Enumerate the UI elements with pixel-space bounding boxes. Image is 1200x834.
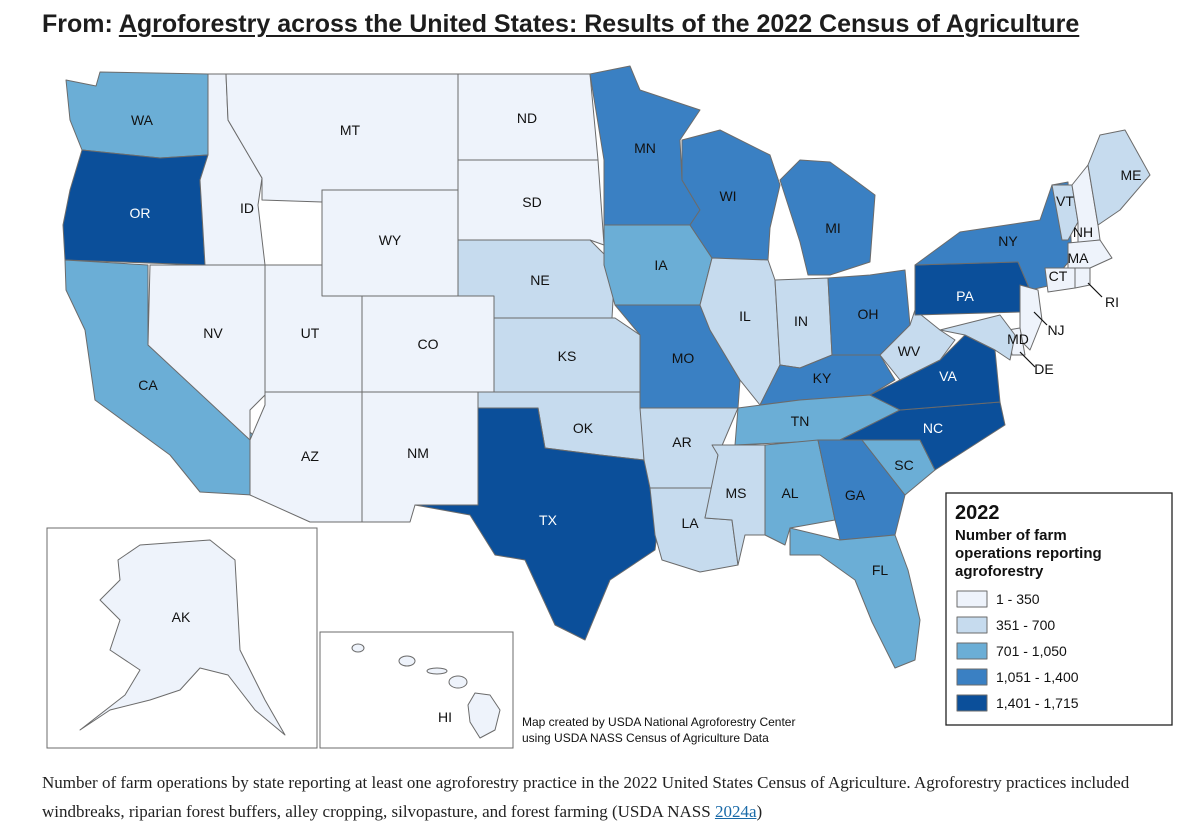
state-CA[interactable]	[64, 259, 266, 496]
alaska-inset: AK	[46, 527, 318, 749]
label-NV: NV	[203, 325, 223, 341]
state-MA[interactable]	[1067, 239, 1113, 269]
state-RI[interactable]	[1074, 267, 1091, 289]
label-IL: IL	[739, 308, 751, 324]
conus-states	[62, 65, 1151, 669]
label-WA: WA	[131, 112, 154, 128]
legend-subtitle-line-2: operations reporting	[955, 545, 1102, 562]
label-ME: ME	[1121, 167, 1142, 183]
label-TX: TX	[539, 512, 558, 528]
figure-heading: From: Agroforestry across the United Sta…	[42, 10, 1079, 39]
state-labels: WA OR CA ID NV MT WY UT CO AZ NM ND SD N…	[130, 110, 1142, 578]
label-NJ: NJ	[1047, 322, 1064, 338]
heading-prefix: From:	[42, 10, 119, 38]
legend-subtitle-line-3: agroforestry	[955, 563, 1044, 580]
label-MD: MD	[1007, 331, 1029, 347]
label-IN: IN	[794, 313, 808, 329]
label-CA: CA	[138, 377, 158, 393]
hawaii-inset: HI	[319, 631, 514, 749]
legend-frame	[945, 492, 1173, 726]
legend-item-3: 701 - 1,050	[996, 643, 1067, 659]
label-NM: NM	[407, 445, 429, 461]
legend: 2022 Number of farm operations reporting…	[945, 492, 1173, 726]
state-AK[interactable]	[79, 539, 286, 736]
label-RI: RI	[1105, 294, 1119, 310]
state-TX[interactable]	[414, 407, 661, 641]
label-PA: PA	[956, 288, 974, 304]
label-UT: UT	[301, 325, 320, 341]
caption-text: Number of farm operations by state repor…	[42, 773, 1130, 821]
label-MI: MI	[825, 220, 841, 236]
label-GA: GA	[845, 487, 866, 503]
credit-line-1: Map created by USDA National Agroforestr…	[522, 715, 795, 729]
legend-item-5: 1,401 - 1,715	[996, 695, 1079, 711]
article-title-link[interactable]: Agroforestry across the United States: R…	[118, 10, 1080, 38]
leader-lines	[1019, 282, 1103, 368]
legend-subtitle-line-1: Number of farm	[955, 527, 1067, 544]
legend-swatch-5	[956, 694, 988, 712]
label-FL: FL	[872, 562, 889, 578]
label-VT: VT	[1056, 193, 1074, 209]
label-DE: DE	[1034, 361, 1053, 377]
label-WV: WV	[898, 343, 921, 359]
label-HI: HI	[438, 709, 452, 725]
label-LA: LA	[681, 515, 699, 531]
hi-island-maui[interactable]	[448, 675, 468, 689]
label-MO: MO	[672, 350, 695, 366]
legend-swatch-2	[956, 616, 988, 634]
label-MS: MS	[726, 485, 747, 501]
legend-year: 2022	[955, 502, 1000, 524]
credit-line-2: using USDA NASS Census of Agriculture Da…	[522, 731, 769, 745]
label-ND: ND	[517, 110, 537, 126]
label-ID: ID	[240, 200, 254, 216]
label-KY: KY	[813, 370, 832, 386]
state-SD[interactable]	[457, 159, 605, 246]
label-WY: WY	[379, 232, 402, 248]
label-KS: KS	[558, 348, 577, 364]
caption-suffix: )	[756, 802, 763, 821]
label-AK: AK	[172, 609, 191, 625]
label-AL: AL	[781, 485, 798, 501]
label-NH: NH	[1073, 224, 1093, 240]
legend-swatch-4	[956, 668, 988, 686]
state-MD[interactable]	[939, 314, 1016, 361]
legend-swatch-3	[956, 642, 988, 660]
label-OR: OR	[130, 205, 151, 221]
hi-island-oahu[interactable]	[398, 655, 416, 667]
state-ME[interactable]	[1087, 129, 1151, 226]
label-SC: SC	[894, 457, 913, 473]
legend-swatch-1	[956, 590, 988, 608]
label-MN: MN	[634, 140, 656, 156]
state-FL[interactable]	[789, 527, 921, 669]
label-MA: MA	[1068, 250, 1090, 266]
label-AR: AR	[672, 434, 691, 450]
label-OK: OK	[573, 420, 594, 436]
state-VT[interactable]	[1051, 184, 1079, 241]
figure-caption: Number of farm operations by state repor…	[42, 768, 1172, 826]
label-VA: VA	[939, 368, 957, 384]
label-OH: OH	[858, 306, 879, 322]
choropleth-map: WA OR CA ID NV MT WY UT CO AZ NM ND SD N…	[46, 65, 1173, 749]
label-CO: CO	[418, 336, 439, 352]
citation-link[interactable]: 2024a	[714, 802, 757, 821]
label-NE: NE	[530, 272, 549, 288]
label-CT: CT	[1049, 268, 1068, 284]
state-WV[interactable]	[879, 309, 956, 381]
legend-item-4: 1,051 - 1,400	[996, 669, 1079, 685]
map-credit: Map created by USDA National Agroforestr…	[522, 715, 795, 745]
label-AZ: AZ	[301, 448, 319, 464]
label-NY: NY	[998, 233, 1018, 249]
label-NC: NC	[923, 420, 943, 436]
label-IA: IA	[654, 257, 668, 273]
state-HI[interactable]	[467, 692, 501, 739]
label-WI: WI	[719, 188, 736, 204]
label-SD: SD	[522, 194, 541, 210]
hi-island-kauai[interactable]	[351, 643, 365, 653]
state-MI[interactable]	[779, 159, 876, 276]
label-MT: MT	[340, 122, 361, 138]
label-TN: TN	[791, 413, 810, 429]
legend-item-1: 1 - 350	[996, 591, 1040, 607]
legend-item-2: 351 - 700	[996, 617, 1055, 633]
hi-island-molokai[interactable]	[426, 667, 448, 675]
